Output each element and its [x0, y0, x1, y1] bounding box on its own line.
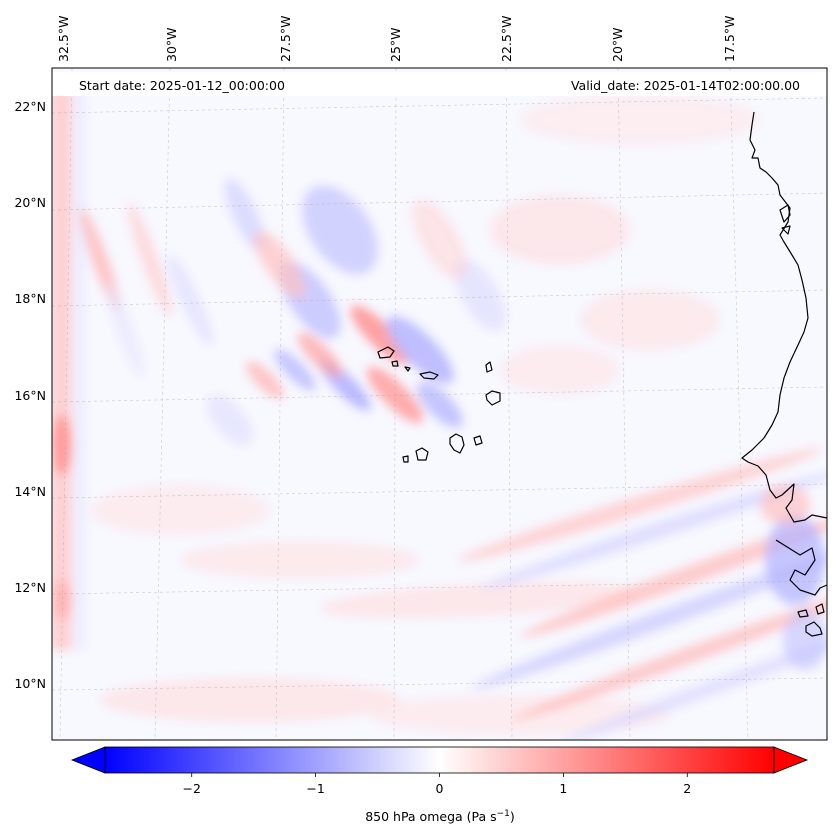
colorbar-tick-label: 2: [683, 781, 691, 796]
cabo-verde-islands: [377, 346, 395, 359]
lon-tick-label: 30°W: [164, 27, 179, 62]
info-strip: [52, 72, 827, 96]
lat-tick-label: 12°N: [14, 580, 46, 595]
west-africa-coast: [741, 111, 827, 523]
lat-tick-label: 22°N: [14, 99, 46, 114]
coastlines: [377, 111, 827, 637]
colorbar-label: 850 hPa omega (Pa s−1): [365, 809, 515, 824]
lat-tick-label: 16°N: [14, 388, 46, 403]
omega-field: [52, 90, 827, 740]
lon-tick-label: 17.5°W: [722, 16, 737, 62]
valid-date-label: Valid_date: 2025-01-14T02:00:00.00: [571, 78, 800, 93]
lat-tick-label: 14°N: [14, 484, 46, 499]
lon-tick-label: 32.5°W: [56, 16, 71, 62]
colorbar-tick-label: −1: [306, 781, 324, 796]
colorbar: −2 −1 0 1 2 850 hPa omega (Pa s−1): [70, 746, 809, 824]
colorbar-gradient: [105, 747, 774, 773]
lon-tick-label: 25°W: [388, 27, 403, 62]
colorbar-ticks: −2 −1 0 1 2: [183, 773, 691, 796]
longitude-ticks: 32.5°W 30°W 27.5°W 25°W 22.5°W 20°W 17.5…: [56, 16, 737, 62]
map-frame: [51, 67, 828, 741]
map-panel: Start date: 2025-01-12_00:00:00 Valid_da…: [52, 68, 827, 740]
start-date-label: Start date: 2025-01-12_00:00:00: [79, 78, 285, 93]
lat-tick-label: 18°N: [14, 291, 46, 306]
colorbar-extend-max: [773, 746, 809, 774]
gridlines: [52, 68, 827, 740]
latitude-ticks: 22°N 20°N 18°N 16°N 14°N 12°N 10°N: [14, 99, 46, 691]
colorbar-tick-label: 0: [436, 781, 444, 796]
lon-tick-label: 22.5°W: [499, 16, 514, 62]
colorbar-extend-min: [70, 746, 106, 774]
colorbar-tick-label: 1: [559, 781, 567, 796]
lat-tick-label: 20°N: [14, 195, 46, 210]
lon-tick-label: 27.5°W: [278, 16, 293, 62]
colorbar-tick-label: −2: [183, 781, 201, 796]
lon-tick-label: 20°W: [610, 27, 625, 62]
lat-tick-label: 10°N: [14, 676, 46, 691]
